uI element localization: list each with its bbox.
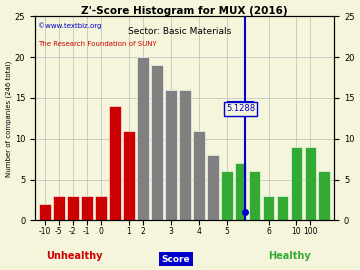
Bar [249, 171, 261, 220]
Bar [67, 196, 79, 220]
Text: The Research Foundation of SUNY: The Research Foundation of SUNY [38, 41, 157, 47]
Text: Sector: Basic Materials: Sector: Basic Materials [129, 27, 231, 36]
Bar [193, 131, 204, 220]
Bar [81, 196, 93, 220]
Text: Unhealthy: Unhealthy [46, 251, 102, 261]
Text: ©www.textbiz.org: ©www.textbiz.org [38, 22, 102, 29]
Bar [179, 90, 190, 220]
Bar [221, 171, 233, 220]
Bar [109, 106, 121, 220]
Bar [262, 196, 274, 220]
Bar [305, 147, 316, 220]
Text: Score: Score [161, 255, 190, 264]
Text: Healthy: Healthy [268, 251, 311, 261]
Bar [207, 155, 219, 220]
Bar [151, 65, 163, 220]
Bar [291, 147, 302, 220]
Bar [165, 90, 177, 220]
Bar [95, 196, 107, 220]
Bar [123, 131, 135, 220]
Title: Z'-Score Histogram for MUX (2016): Z'-Score Histogram for MUX (2016) [81, 6, 288, 16]
Bar [137, 57, 149, 220]
Bar [276, 196, 288, 220]
Bar [235, 163, 247, 220]
Bar [39, 204, 51, 220]
Y-axis label: Number of companies (246 total): Number of companies (246 total) [5, 60, 12, 177]
Bar [53, 196, 65, 220]
Bar [319, 171, 330, 220]
Text: 5.1288: 5.1288 [226, 104, 255, 113]
